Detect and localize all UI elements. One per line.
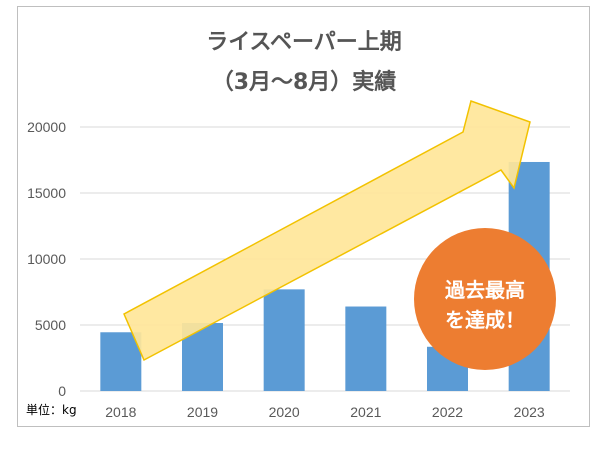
x-tick-label: 2020 (269, 404, 300, 420)
chart-subtitle: （3月～8月）実績 (211, 70, 397, 95)
x-tick-label: 2023 (514, 404, 545, 420)
y-tick-label: 15000 (27, 185, 66, 201)
trend-arrow (123, 100, 531, 362)
record-badge (414, 228, 556, 370)
x-tick-label: 2018 (105, 404, 136, 420)
y-tick-label: 0 (58, 383, 66, 399)
x-tick-label: 2021 (350, 404, 381, 420)
x-tick-label: 2019 (187, 404, 218, 420)
record-badge-text: 過去最高 (445, 278, 525, 302)
bar (345, 306, 387, 391)
y-tick-label: 5000 (35, 317, 66, 333)
bar (100, 332, 142, 391)
y-tick-label: 20000 (27, 119, 66, 135)
record-badge-text: を達成！ (445, 308, 525, 332)
x-tick-label: 2022 (432, 404, 463, 420)
y-tick-label: 10000 (27, 251, 66, 267)
unit-label: 単位：kg (26, 402, 77, 417)
chart-title: ライスペーパー上期 (206, 30, 402, 55)
bar (263, 289, 305, 391)
